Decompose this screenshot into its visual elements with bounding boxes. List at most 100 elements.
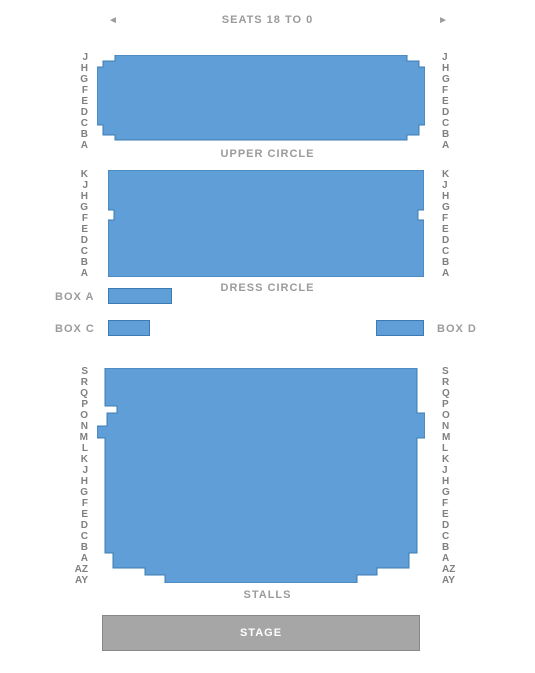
- stage-label: STAGE: [240, 627, 282, 639]
- row-label: M: [442, 432, 464, 443]
- row-label: J: [66, 180, 88, 191]
- row-label: R: [442, 377, 464, 388]
- row-label: C: [442, 531, 464, 542]
- row-label: K: [442, 454, 464, 465]
- row-label: D: [66, 520, 88, 531]
- box-c-block[interactable]: [108, 320, 150, 336]
- row-label: B: [66, 257, 88, 268]
- row-label: G: [442, 487, 464, 498]
- arrow-right-icon: [438, 14, 449, 26]
- row-label: A: [66, 268, 88, 279]
- row-label: E: [442, 224, 464, 235]
- row-label: A: [442, 268, 464, 279]
- row-label: M: [66, 432, 88, 443]
- row-label: L: [66, 443, 88, 454]
- row-label: B: [442, 129, 464, 140]
- arrow-left-icon: [108, 14, 119, 26]
- row-label: N: [442, 421, 464, 432]
- row-label: J: [442, 465, 464, 476]
- row-label: P: [442, 399, 464, 410]
- upper-circle-label: UPPER CIRCLE: [0, 148, 535, 160]
- row-label: K: [66, 454, 88, 465]
- row-label: G: [66, 74, 88, 85]
- row-label: B: [442, 257, 464, 268]
- row-label: E: [66, 509, 88, 520]
- row-label: B: [66, 542, 88, 553]
- stalls-rows-right: SRQPONMLKJHGFEDCBAAZAY: [442, 366, 464, 586]
- row-label: Q: [66, 388, 88, 399]
- row-label: O: [442, 410, 464, 421]
- row-label: P: [66, 399, 88, 410]
- row-label: H: [66, 191, 88, 202]
- box-d-label: BOX D: [437, 323, 477, 335]
- row-label: F: [442, 85, 464, 96]
- row-label: Q: [442, 388, 464, 399]
- seats-range-header: SEATS 18 TO 0: [0, 14, 535, 26]
- box-c-label: BOX C: [55, 323, 95, 335]
- row-label: H: [442, 63, 464, 74]
- row-label: H: [442, 476, 464, 487]
- row-label: F: [66, 213, 88, 224]
- row-label: C: [66, 118, 88, 129]
- row-label: G: [66, 487, 88, 498]
- upper-circle-rows-left: JHGFEDCBA: [66, 52, 88, 151]
- box-a-label: BOX A: [55, 291, 94, 303]
- stalls-shape: [97, 368, 425, 583]
- row-label: H: [66, 63, 88, 74]
- stage-block: STAGE: [102, 615, 420, 651]
- seating-map: SEATS 18 TO 0 JHGFEDCBA JHGFEDCBA UPPER …: [0, 0, 535, 673]
- row-label: AZ: [442, 564, 464, 575]
- stalls-label: STALLS: [0, 589, 535, 601]
- row-label: D: [66, 107, 88, 118]
- row-label: C: [66, 246, 88, 257]
- upper-circle-rows-right: JHGFEDCBA: [442, 52, 464, 151]
- row-label: B: [442, 542, 464, 553]
- header-text: SEATS 18 TO 0: [222, 14, 313, 26]
- row-label: E: [442, 509, 464, 520]
- row-label: C: [442, 118, 464, 129]
- row-label: N: [66, 421, 88, 432]
- row-label: L: [442, 443, 464, 454]
- row-label: D: [442, 107, 464, 118]
- row-label: AY: [442, 575, 464, 586]
- row-label: S: [66, 366, 88, 377]
- upper-circle-block[interactable]: [97, 55, 425, 146]
- row-label: E: [66, 224, 88, 235]
- row-label: K: [442, 169, 464, 180]
- dress-circle-rows-right: KJHGFEDCBA: [442, 169, 464, 279]
- row-label: A: [66, 553, 88, 564]
- dress-circle-block[interactable]: [108, 170, 424, 277]
- row-label: S: [442, 366, 464, 377]
- row-label: G: [442, 202, 464, 213]
- row-label: F: [442, 498, 464, 509]
- row-label: K: [66, 169, 88, 180]
- stalls-block[interactable]: [97, 368, 425, 583]
- box-d-block[interactable]: [376, 320, 424, 336]
- row-label: C: [66, 531, 88, 542]
- row-label: G: [442, 74, 464, 85]
- dress-circle-rows-left: KJHGFEDCBA: [66, 169, 88, 279]
- row-label: C: [442, 246, 464, 257]
- row-label: B: [66, 129, 88, 140]
- row-label: F: [442, 213, 464, 224]
- dress-circle-shape: [108, 170, 424, 277]
- box-a-block[interactable]: [108, 288, 172, 304]
- row-label: J: [66, 52, 88, 63]
- row-label: E: [66, 96, 88, 107]
- upper-circle-shape: [97, 55, 425, 140]
- row-label: D: [442, 235, 464, 246]
- row-label: J: [442, 180, 464, 191]
- row-label: A: [442, 553, 464, 564]
- row-label: O: [66, 410, 88, 421]
- row-label: F: [66, 85, 88, 96]
- row-label: D: [66, 235, 88, 246]
- row-label: G: [66, 202, 88, 213]
- row-label: AY: [66, 575, 88, 586]
- row-label: F: [66, 498, 88, 509]
- row-label: H: [66, 476, 88, 487]
- row-label: E: [442, 96, 464, 107]
- row-label: R: [66, 377, 88, 388]
- row-label: H: [442, 191, 464, 202]
- stalls-rows-left: SRQPONMLKJHGFEDCBAAZAY: [66, 366, 88, 586]
- row-label: AZ: [66, 564, 88, 575]
